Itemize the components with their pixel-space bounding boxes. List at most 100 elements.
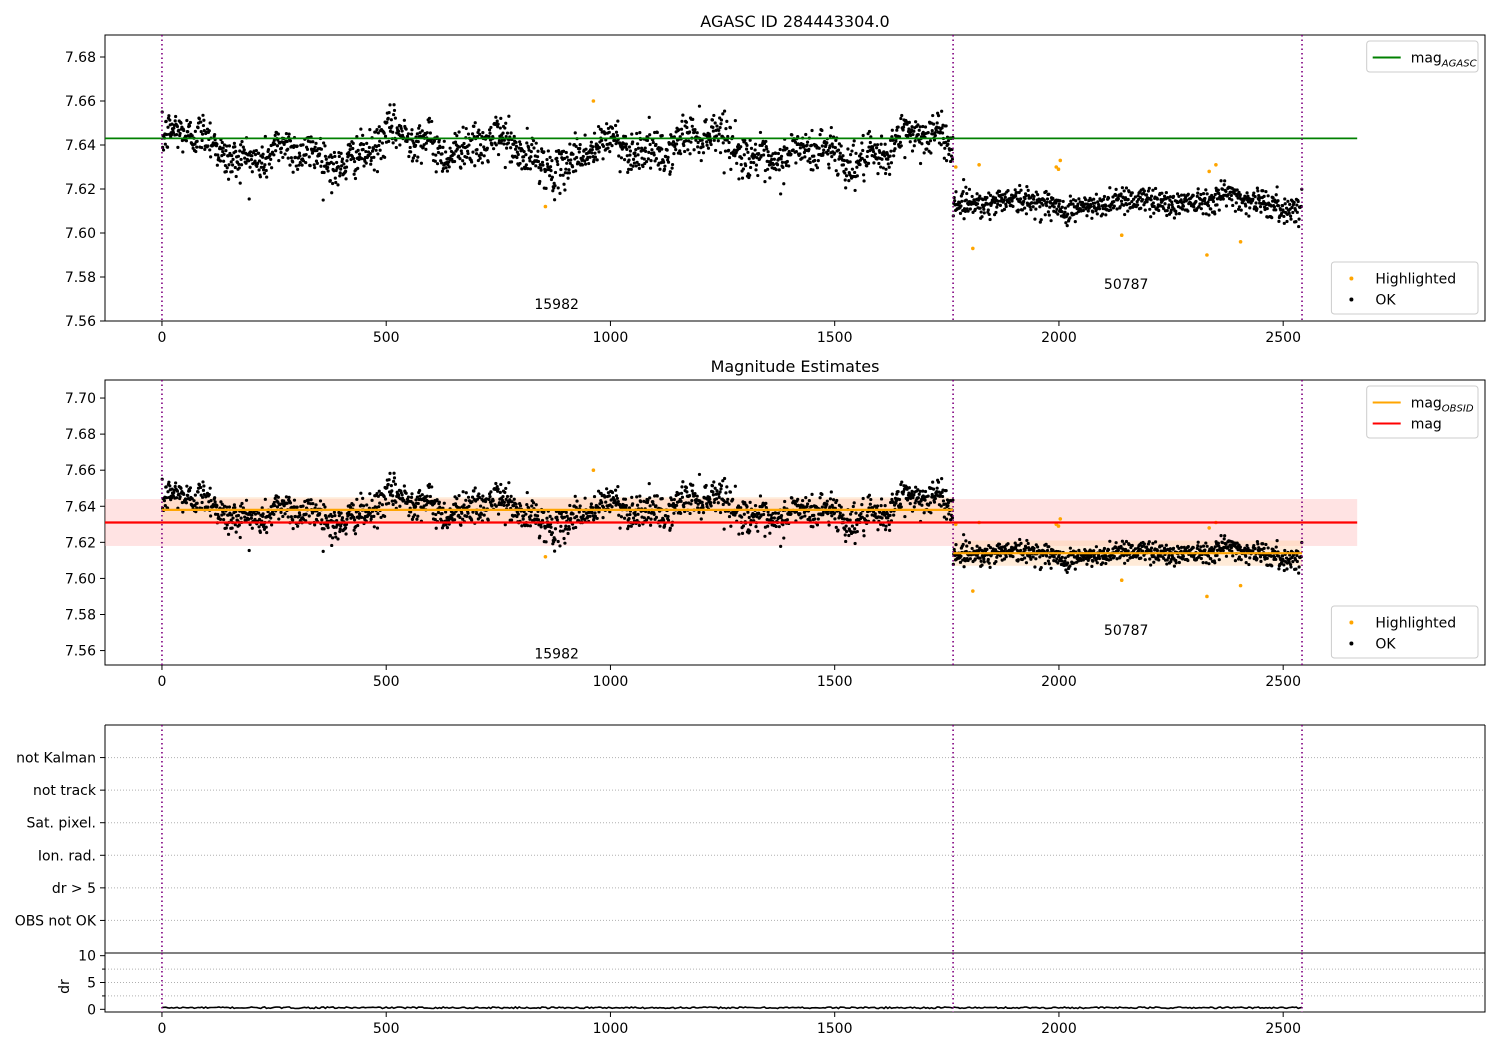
ok-point <box>1043 199 1046 202</box>
ok-point <box>383 515 386 518</box>
ok-point <box>759 131 762 134</box>
ok-point <box>465 491 468 494</box>
ok-point <box>721 112 724 115</box>
ok-point <box>324 155 327 158</box>
ok-point <box>724 127 727 130</box>
ok-point <box>764 140 767 143</box>
ok-point <box>201 114 204 117</box>
ok-point <box>962 217 965 220</box>
ok-point <box>270 166 273 169</box>
ok-point <box>603 132 606 135</box>
ok-point <box>780 155 783 158</box>
ok-point <box>456 148 459 151</box>
ok-point <box>1032 547 1035 550</box>
ok-point <box>505 146 508 149</box>
ok-point <box>731 498 734 501</box>
ok-point <box>534 164 537 167</box>
ok-point <box>336 537 339 540</box>
ok-point <box>919 162 922 165</box>
ok-point <box>1018 538 1021 541</box>
ok-point <box>455 134 458 137</box>
ok-point <box>479 157 482 160</box>
ok-point <box>889 150 892 153</box>
ok-point <box>777 152 780 155</box>
ok-point <box>608 131 611 134</box>
ok-point <box>962 190 965 193</box>
ok-point <box>816 166 819 169</box>
ok-point <box>1283 197 1286 200</box>
ok-point <box>514 148 517 151</box>
ok-point <box>327 169 330 172</box>
ok-point <box>729 126 732 129</box>
ok-point <box>901 128 904 131</box>
ok-point <box>1069 195 1072 198</box>
ok-point <box>1091 560 1094 563</box>
ok-point <box>1234 210 1237 213</box>
ok-point <box>711 484 714 487</box>
ok-point <box>564 168 567 171</box>
ok-point <box>473 164 476 167</box>
ok-point <box>554 527 557 530</box>
ok-point <box>1069 200 1072 203</box>
ok-point <box>584 162 587 165</box>
ok-point <box>1038 205 1041 208</box>
ok-point <box>510 160 513 163</box>
ok-point <box>381 141 384 144</box>
ok-point <box>753 148 756 151</box>
ok-point <box>329 179 332 182</box>
ok-point <box>616 497 619 500</box>
ok-point <box>1108 540 1111 543</box>
ok-point <box>575 515 578 518</box>
ok-point <box>344 170 347 173</box>
ok-point <box>869 141 872 144</box>
ok-point <box>581 163 584 166</box>
ok-point <box>912 493 915 496</box>
ok-point <box>849 513 852 516</box>
ok-point <box>1245 212 1248 215</box>
ok-point <box>209 487 212 490</box>
ok-point <box>725 485 728 488</box>
ok-point <box>263 163 266 166</box>
ok-point <box>497 488 500 491</box>
ok-point <box>1277 204 1280 207</box>
ok-point <box>1047 210 1050 213</box>
ok-point <box>1113 205 1116 208</box>
ok-point <box>940 477 943 480</box>
ok-point <box>477 492 480 495</box>
ok-point <box>440 512 443 515</box>
ok-point <box>975 545 978 548</box>
ok-point <box>215 504 218 507</box>
ok-point <box>1023 556 1026 559</box>
ok-point <box>833 159 836 162</box>
ok-point <box>717 129 720 132</box>
ok-point <box>1275 193 1278 196</box>
ok-point <box>326 523 329 526</box>
ok-point <box>562 183 565 186</box>
ok-point <box>940 504 943 507</box>
ok-point <box>1182 205 1185 208</box>
ok-point <box>575 156 578 159</box>
ok-point <box>833 511 836 514</box>
ok-point <box>754 168 757 171</box>
ok-point <box>453 518 456 521</box>
ok-point <box>729 525 732 528</box>
ok-point <box>909 502 912 505</box>
ok-point <box>780 514 783 517</box>
ok-point <box>869 498 872 501</box>
ok-point <box>527 146 530 149</box>
ok-point <box>929 511 932 514</box>
ok-point <box>499 483 502 486</box>
ok-point <box>553 538 556 541</box>
ok-point <box>489 490 492 493</box>
ok-point <box>398 505 401 508</box>
ok-point <box>1084 198 1087 201</box>
ok-point <box>962 543 965 546</box>
y-tick-label: 7.58 <box>65 607 96 623</box>
ok-point <box>556 163 559 166</box>
ok-point <box>272 513 275 516</box>
ok-point <box>943 157 946 160</box>
ok-point <box>231 170 234 173</box>
ok-point <box>575 499 578 502</box>
ok-point <box>602 506 605 509</box>
ok-point <box>481 495 484 498</box>
